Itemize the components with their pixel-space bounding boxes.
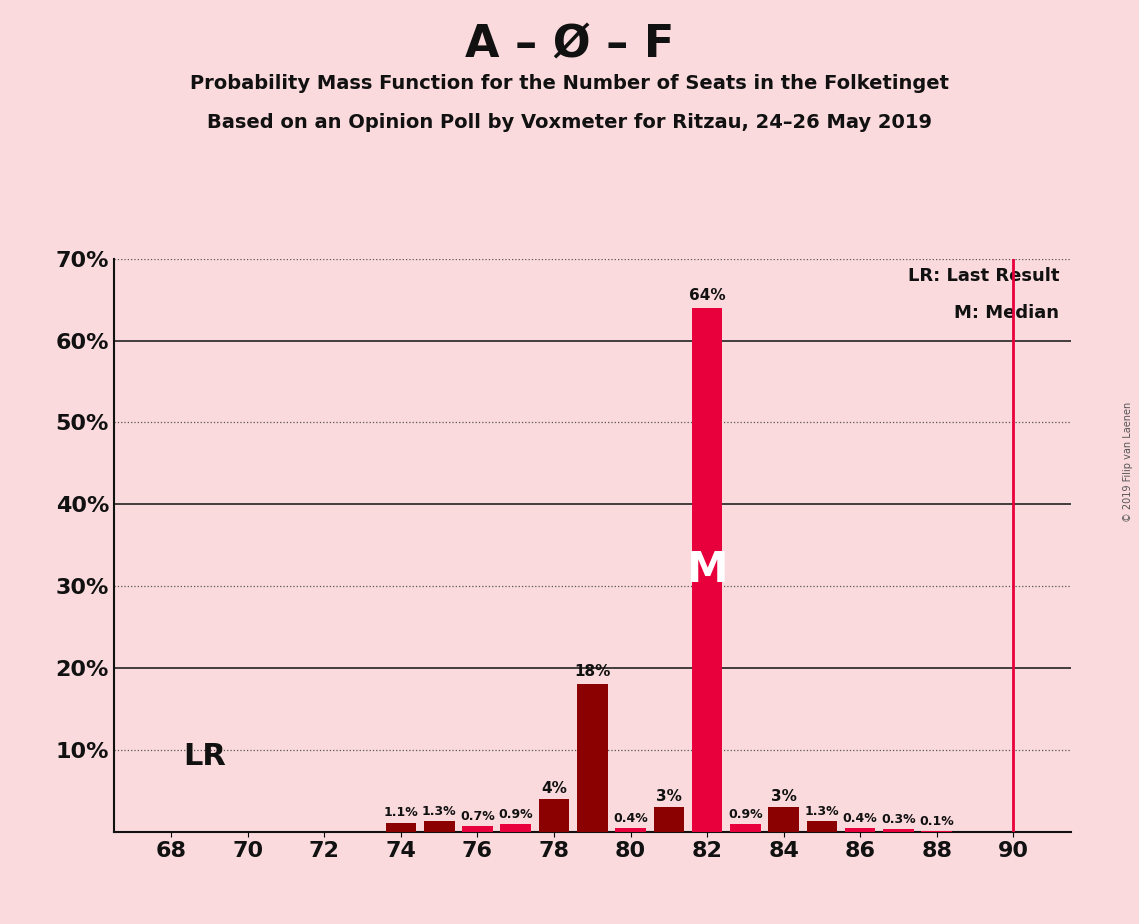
Bar <box>845 828 876 832</box>
Text: M: Median: M: Median <box>954 304 1059 322</box>
Bar <box>691 308 722 832</box>
Text: 0.4%: 0.4% <box>843 812 877 825</box>
Text: 1.3%: 1.3% <box>804 805 839 818</box>
Bar <box>806 821 837 832</box>
Text: 0.1%: 0.1% <box>919 815 954 828</box>
Text: 0.3%: 0.3% <box>882 813 916 826</box>
Bar <box>730 824 761 832</box>
Text: Based on an Opinion Poll by Voxmeter for Ritzau, 24–26 May 2019: Based on an Opinion Poll by Voxmeter for… <box>207 113 932 132</box>
Text: 64%: 64% <box>689 288 726 303</box>
Text: 0.4%: 0.4% <box>613 812 648 825</box>
Text: 0.7%: 0.7% <box>460 809 494 822</box>
Bar <box>424 821 454 832</box>
Bar <box>462 826 493 832</box>
Text: 0.9%: 0.9% <box>728 808 763 821</box>
Text: LR: LR <box>182 742 226 771</box>
Text: © 2019 Filip van Laenen: © 2019 Filip van Laenen <box>1123 402 1133 522</box>
Bar <box>386 822 416 832</box>
Text: 3%: 3% <box>656 789 682 804</box>
Text: A – Ø – F: A – Ø – F <box>465 23 674 67</box>
Text: 1.1%: 1.1% <box>384 807 418 820</box>
Bar <box>654 807 685 832</box>
Text: M: M <box>687 549 728 590</box>
Text: 18%: 18% <box>574 664 611 679</box>
Text: 0.9%: 0.9% <box>499 808 533 821</box>
Bar <box>539 799 570 832</box>
Bar <box>769 807 798 832</box>
Bar <box>615 828 646 832</box>
Text: LR: Last Result: LR: Last Result <box>908 267 1059 285</box>
Bar <box>577 685 607 832</box>
Text: 1.3%: 1.3% <box>421 805 457 818</box>
Bar <box>500 824 531 832</box>
Text: 4%: 4% <box>541 781 567 796</box>
Text: 3%: 3% <box>771 789 796 804</box>
Bar <box>883 829 913 832</box>
Text: Probability Mass Function for the Number of Seats in the Folketinget: Probability Mass Function for the Number… <box>190 74 949 93</box>
